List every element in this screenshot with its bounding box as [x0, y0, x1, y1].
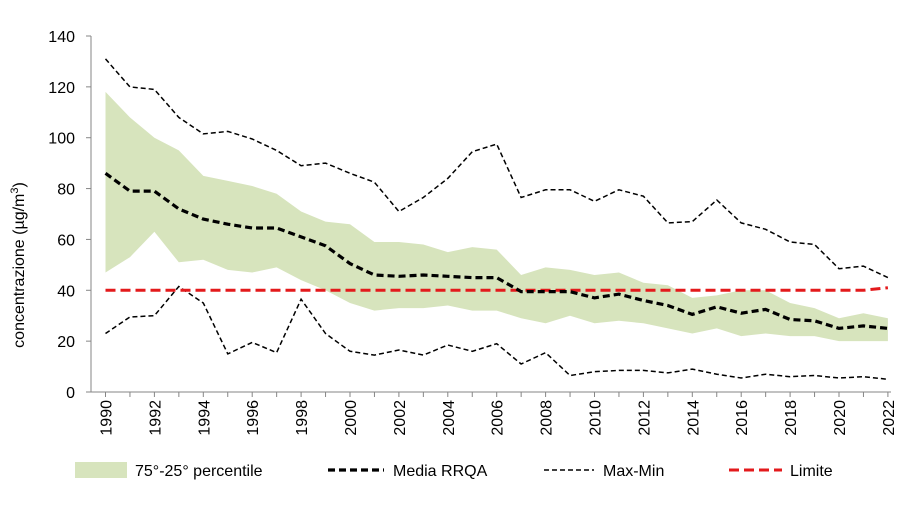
x-tick-label: 2006 — [490, 400, 507, 436]
x-tick-labels: 1990 1992 1994 1996 1998 2000 2002 2004 2006 2008… — [99, 400, 898, 436]
legend: 75°-25° percentile Media RRQA Max-Min Li… — [75, 462, 833, 480]
x-tick-label: 2016 — [734, 400, 751, 436]
legend-label-media: Media RRQA — [393, 463, 488, 480]
lines-layer — [104, 58, 889, 381]
y-tick-label: 20 — [57, 334, 75, 351]
x-tick-label: 2004 — [441, 400, 458, 436]
x-tick-label: 1992 — [147, 400, 164, 436]
min-line — [105, 285, 888, 381]
x-tick-label: 1990 — [99, 400, 116, 436]
y-axis-label: concentrazione (µg/m3) — [9, 182, 28, 348]
media-line — [104, 172, 889, 331]
y-tick-label: 80 — [57, 182, 75, 199]
x-tick-label: 1998 — [294, 400, 311, 436]
x-tick-label: 2022 — [881, 400, 898, 436]
y-tick-label: 0 — [66, 385, 75, 402]
limit-line — [105, 286, 889, 292]
y-tick-label: 140 — [48, 29, 75, 46]
legend-label-percentile: 75°-25° percentile — [135, 463, 263, 480]
legend-label-limite: Limite — [790, 463, 833, 480]
y-tick-label: 120 — [48, 80, 75, 97]
percentile-band — [105, 91, 888, 342]
y-tick-label: 40 — [57, 283, 75, 300]
percentile-band-layer — [105, 91, 888, 342]
x-tick-label: 2000 — [343, 400, 360, 436]
y-tick-labels: 0 20 40 60 80 100 120 140 — [48, 29, 75, 402]
x-tick-label: 2020 — [832, 400, 849, 436]
legend-swatch-percentile — [75, 462, 127, 478]
x-tick-label: 1996 — [245, 400, 262, 436]
x-tick-label: 1994 — [196, 400, 213, 436]
x-tick-label: 2018 — [783, 400, 800, 436]
x-tick-label: 2002 — [392, 400, 409, 436]
x-tick-label: 2012 — [636, 400, 653, 436]
x-tick-label: 2008 — [539, 400, 556, 436]
y-tick-label: 60 — [57, 232, 75, 249]
x-tick-label: 2014 — [685, 400, 702, 436]
legend-label-maxmin: Max-Min — [603, 463, 664, 480]
max-line — [104, 58, 889, 279]
y-tick-label: 100 — [48, 131, 75, 148]
axes-layer — [86, 35, 891, 397]
x-tick-label: 2010 — [588, 400, 605, 436]
